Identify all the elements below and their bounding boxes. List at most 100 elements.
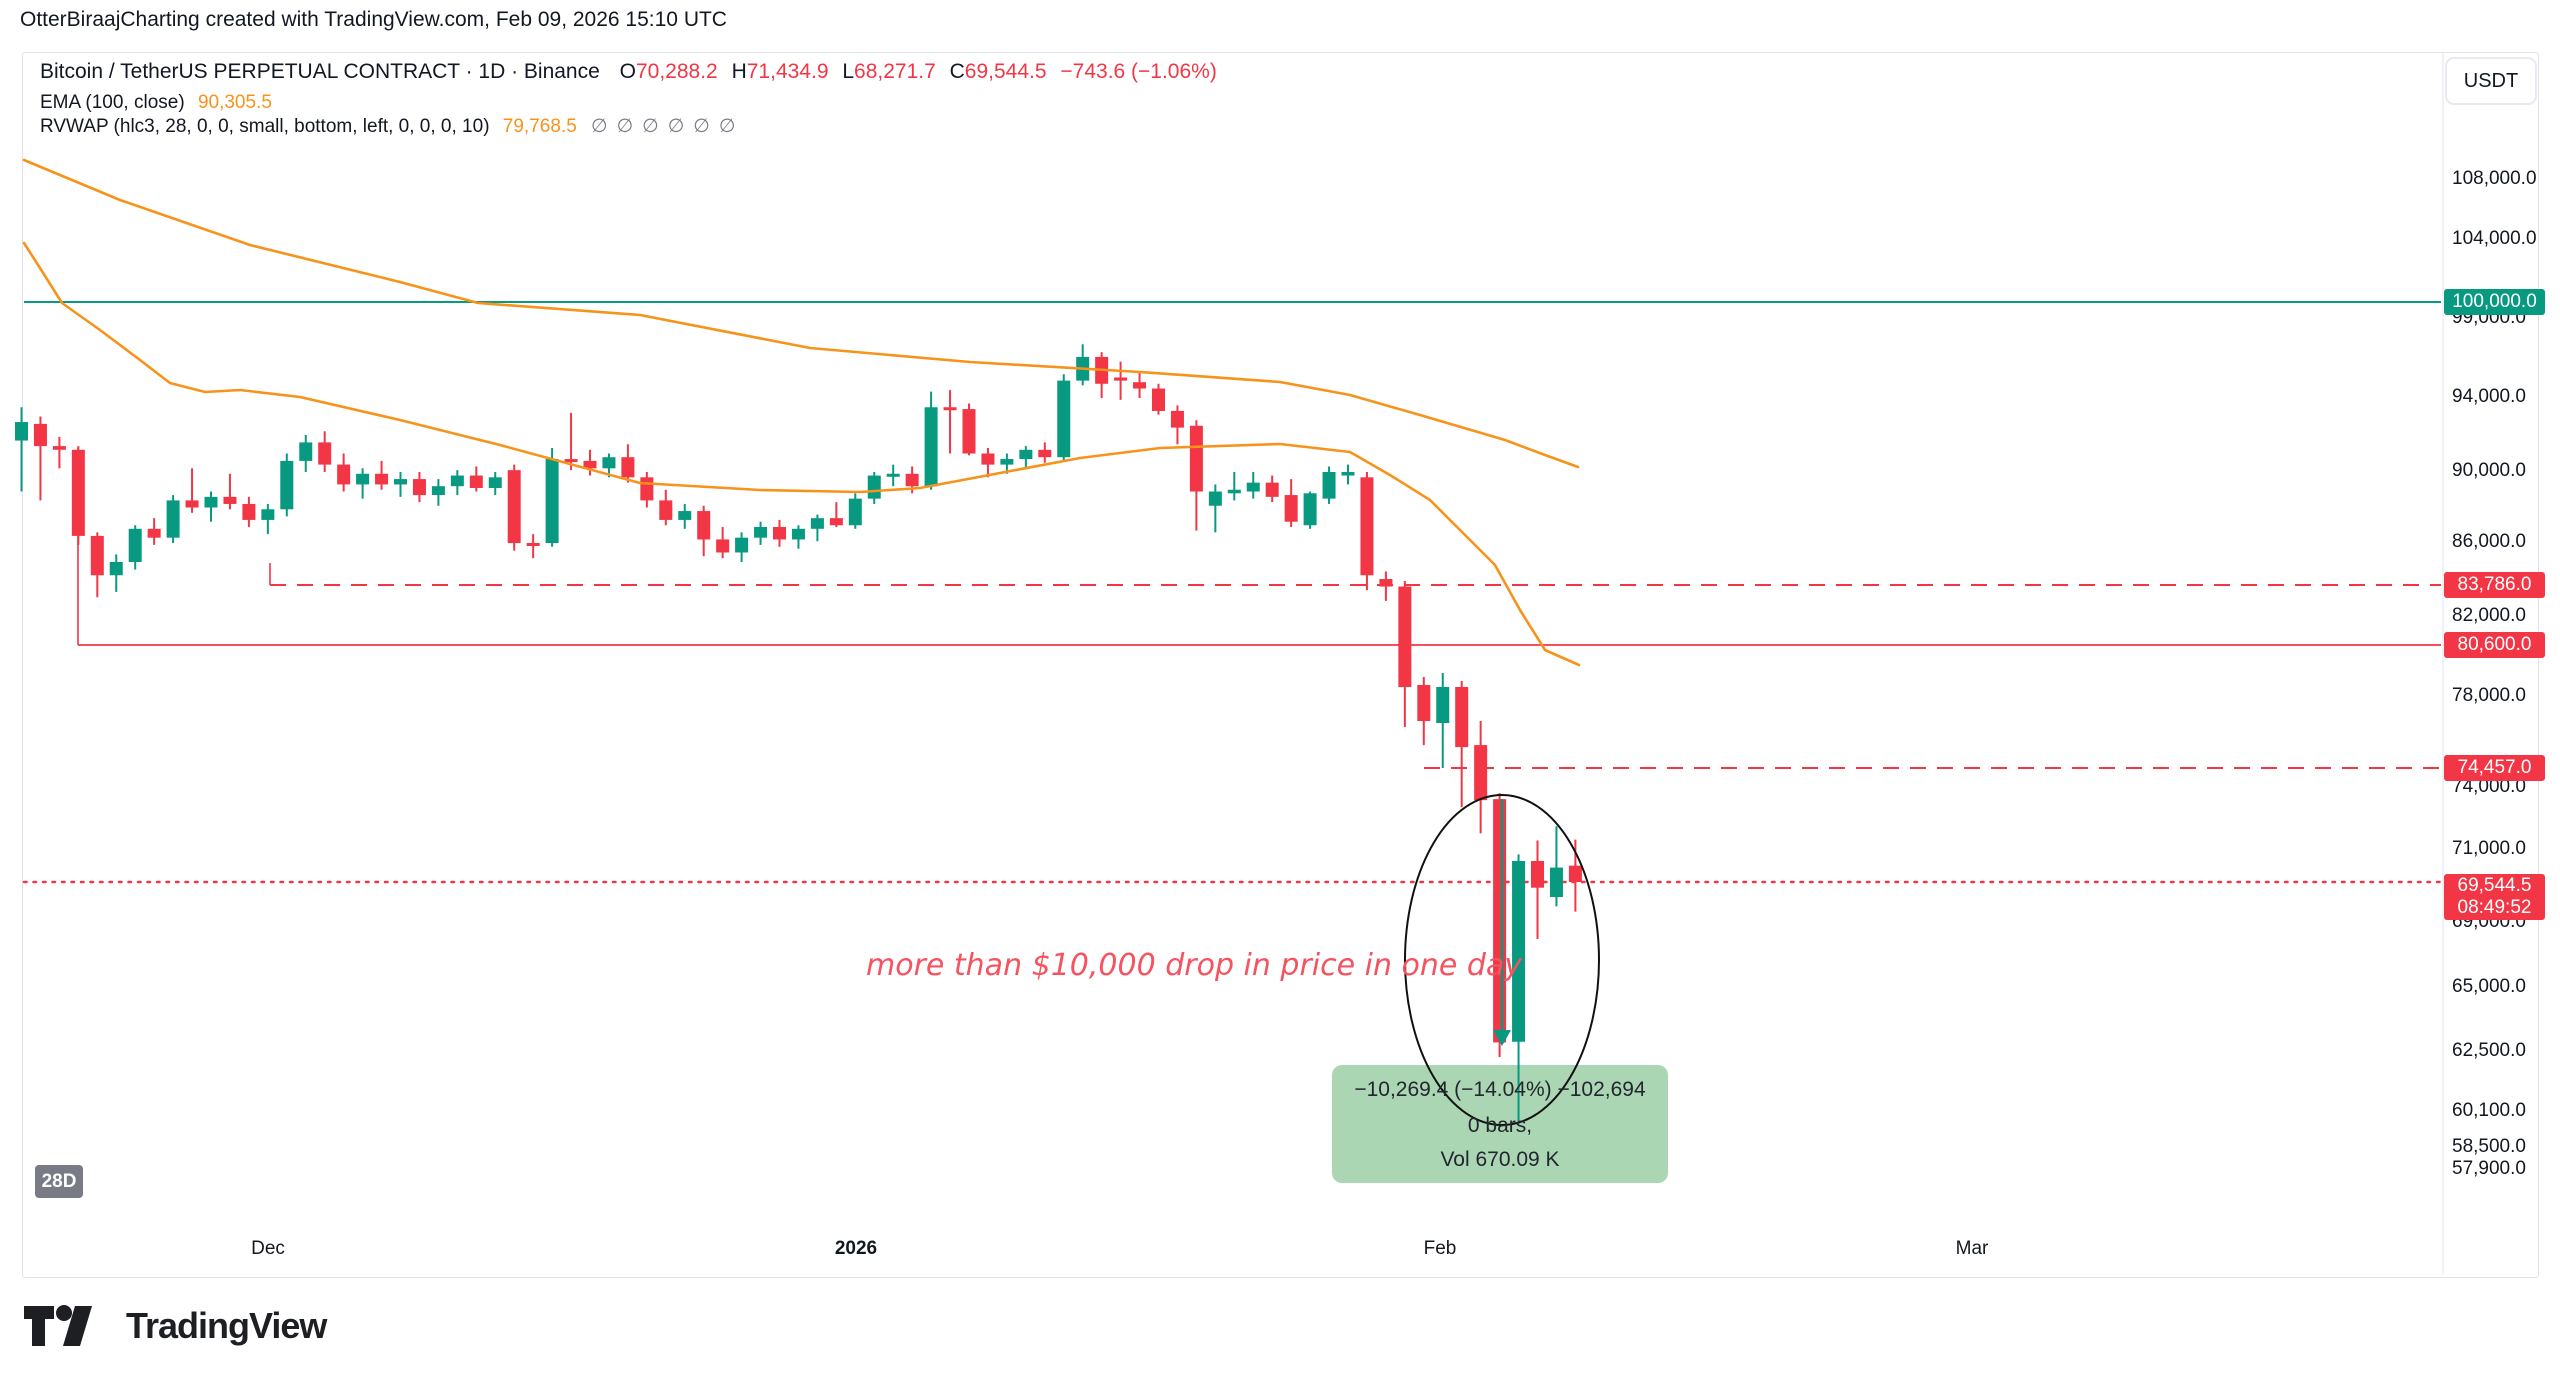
y-axis-label[interactable]: 104,000.0 <box>2452 228 2537 249</box>
candle-body <box>1568 865 1582 882</box>
y-axis-label[interactable]: 108,000.0 <box>2452 168 2537 189</box>
candle-body <box>261 509 275 520</box>
candle-body <box>204 496 218 508</box>
candle-body <box>1000 459 1014 465</box>
rvwap-status-flags: ∅ ∅ ∅ ∅ ∅ ∅ <box>582 116 735 137</box>
candle-body <box>602 457 616 469</box>
chart-widget-frame <box>22 52 2539 1278</box>
candle-body <box>318 442 332 465</box>
x-axis-label-Feb[interactable]: Feb <box>1423 1238 1457 1259</box>
change-value: −743.6 (−1.06%) <box>1060 60 1217 83</box>
candle-body <box>450 475 464 487</box>
candle-body <box>791 528 805 540</box>
tradingview-logo-text: TradingView <box>126 1305 327 1346</box>
y-axis-label[interactable]: 71,000.0 <box>2452 838 2526 859</box>
price-badge-red[interactable]: 83,786.0 <box>2444 572 2545 598</box>
y-axis-label[interactable]: 62,500.0 <box>2452 1040 2526 1061</box>
price-badge-value: 83,786.0 <box>2457 574 2532 595</box>
candle-body <box>33 423 47 447</box>
price-badge-red[interactable]: 74,457.0 <box>2444 755 2545 781</box>
price-badge-red[interactable]: 69,544.5 08:49:52 <box>2444 874 2545 920</box>
y-axis-label[interactable]: 82,000.0 <box>2452 605 2526 626</box>
candle-body <box>1208 491 1222 506</box>
x-axis-label-Mar[interactable]: Mar <box>1955 1238 1989 1259</box>
tradingview-logo[interactable]: TradingView <box>22 1300 327 1352</box>
symbol-header[interactable]: Bitcoin / TetherUS PERPETUAL CONTRACT · … <box>40 60 1217 84</box>
y-axis-label[interactable]: 94,000.0 <box>2452 386 2526 407</box>
measure-tooltip-volume: Vol 670.09 K <box>1440 1148 1560 1171</box>
candle-body <box>412 479 426 496</box>
candle-body <box>621 457 635 478</box>
price-badge-green[interactable]: 100,000.0 <box>2444 289 2545 315</box>
date-range-badge[interactable]: 28D <box>35 1165 83 1198</box>
price-badge-value: 69,544.5 <box>2457 875 2532 896</box>
y-axis-label[interactable]: 74,000.0 <box>2452 776 2526 797</box>
candle-body <box>1246 482 1260 492</box>
candle-body <box>356 473 370 485</box>
candle-body <box>1227 489 1241 494</box>
attribution-text: OtterBiraajCharting created with Trading… <box>20 8 727 31</box>
y-axis-label[interactable]: 86,000.0 <box>2452 531 2526 552</box>
candle-body <box>1114 377 1128 381</box>
candle-body <box>526 543 540 546</box>
price-badge-value: 80,600.0 <box>2457 634 2532 655</box>
x-axis-label-2026[interactable]: 2026 <box>834 1238 878 1259</box>
ema-label[interactable]: EMA (100, close) <box>40 92 185 113</box>
candle-body <box>981 453 995 465</box>
y-axis-label[interactable]: 90,000.0 <box>2452 460 2526 481</box>
y-axis-label[interactable]: 60,100.0 <box>2452 1100 2526 1121</box>
candle-body <box>810 518 824 529</box>
candle-body <box>1531 860 1544 888</box>
candle-body <box>375 473 389 485</box>
ema-indicator-row[interactable]: EMA (100, close) 90,305.5 <box>40 92 272 114</box>
candle-body <box>185 500 199 508</box>
price-badge-red[interactable]: 80,600.0 <box>2444 632 2545 658</box>
candle-body <box>583 460 597 469</box>
high-value: 71,434.9 <box>746 60 829 83</box>
y-axis-label[interactable]: 58,500.0 <box>2452 1136 2526 1157</box>
rvwap-line <box>22 241 1581 667</box>
candle-body <box>1322 472 1336 499</box>
y-axis-label[interactable]: 78,000.0 <box>2452 685 2526 706</box>
candle-body <box>1038 449 1052 458</box>
symbol-title[interactable]: Bitcoin / TetherUS PERPETUAL CONTRACT · … <box>40 60 600 83</box>
rvwap-flag-icon: ∅ <box>591 116 608 137</box>
candle-body <box>1549 867 1563 898</box>
x-axis-label-Dec[interactable]: Dec <box>251 1238 285 1259</box>
candle-body <box>109 561 123 576</box>
candle-body <box>829 518 843 526</box>
candle-body <box>337 464 351 485</box>
candle-body <box>1493 799 1507 1043</box>
open-value: 70,288.2 <box>635 60 718 83</box>
candle-body <box>15 422 28 441</box>
currency-unit-button[interactable]: USDT <box>2445 57 2537 105</box>
ema-line <box>22 158 1580 469</box>
candle-body <box>166 500 180 538</box>
low-value: 68,271.7 <box>854 60 936 83</box>
candle-body <box>1170 410 1184 428</box>
candle-body <box>697 511 711 540</box>
close-value: 69,544.5 <box>964 60 1047 83</box>
low-label: L <box>842 60 855 83</box>
candle-body <box>469 475 483 488</box>
candle-body <box>507 470 521 543</box>
candle-body <box>640 477 654 501</box>
candle-body <box>716 539 730 553</box>
high-label: H <box>731 60 747 83</box>
candle-body <box>1133 382 1147 389</box>
tradingview-logo-icon <box>24 1305 92 1346</box>
candle-body <box>1436 687 1450 724</box>
rvwap-flag-icon: ∅ <box>693 116 710 137</box>
rvwap-label[interactable]: RVWAP (hlc3, 28, 0, 0, small, bottom, le… <box>40 116 490 137</box>
ellipse-annotation <box>1404 794 1600 1126</box>
y-axis-label[interactable]: 57,900.0 <box>2452 1158 2526 1179</box>
y-axis-label[interactable]: 65,000.0 <box>2452 976 2526 997</box>
candle-body <box>905 473 919 487</box>
candle-body <box>431 486 445 496</box>
rvwap-indicator-row[interactable]: RVWAP (hlc3, 28, 0, 0, small, bottom, le… <box>40 115 735 138</box>
candle-body <box>299 442 313 461</box>
candle-body <box>886 473 900 477</box>
candle-body <box>924 407 938 487</box>
candle-body <box>943 407 957 411</box>
